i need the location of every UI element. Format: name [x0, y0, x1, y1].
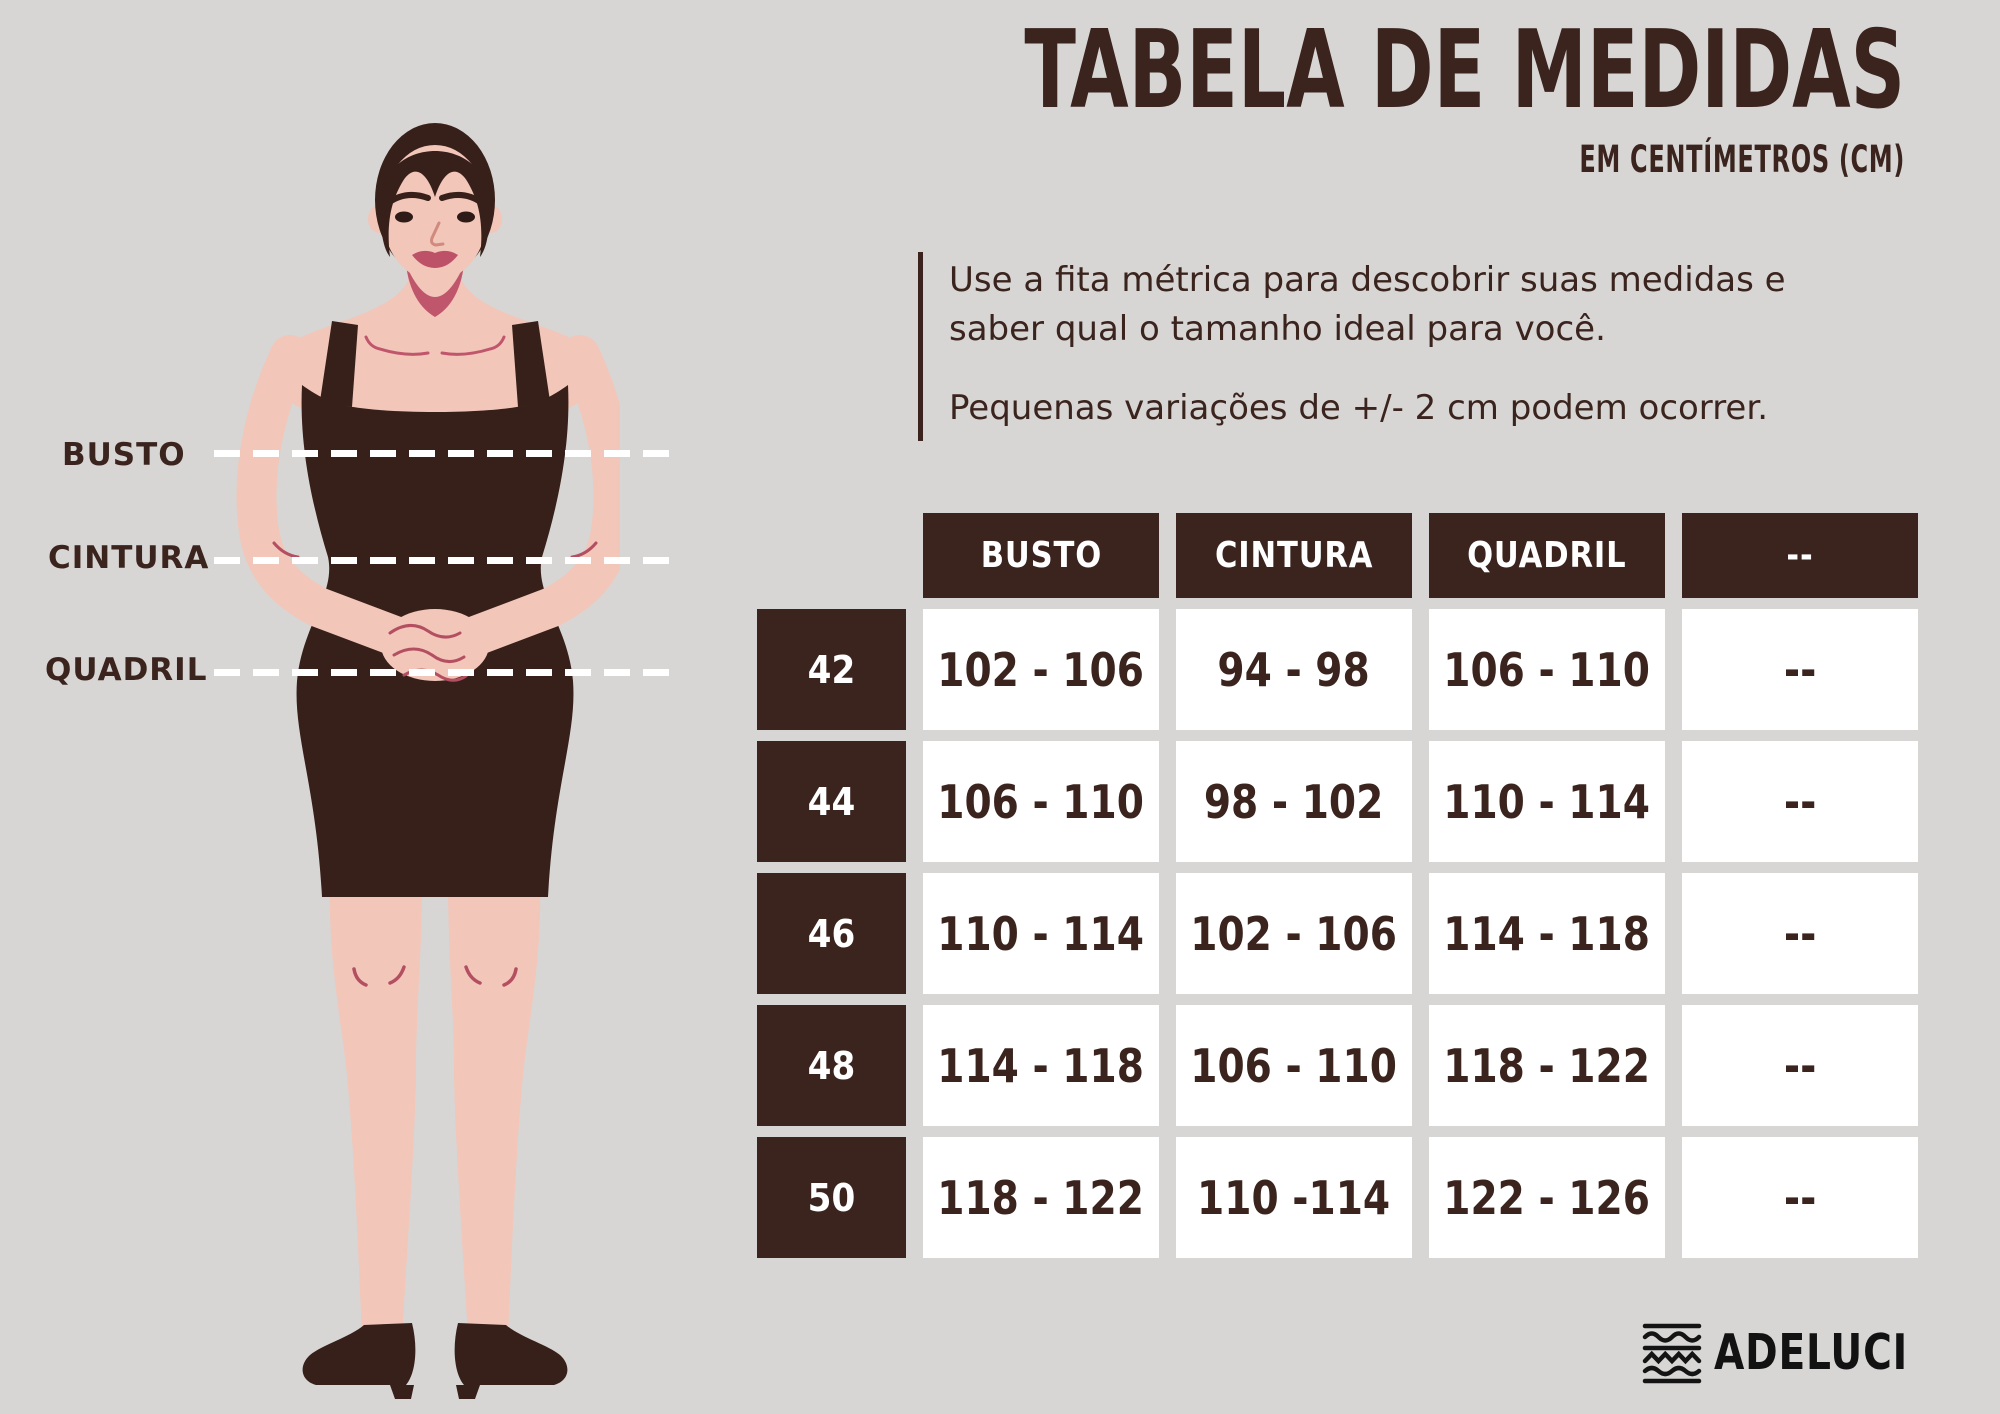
size-cell-48: 48 [757, 1005, 906, 1126]
cell-44-extra: -- [1682, 741, 1918, 862]
size-cell-42: 42 [757, 609, 906, 730]
cell-44-cintura: 98 - 102 [1176, 741, 1412, 862]
page-subtitle: EM CENTÍMETROS (CM) [1579, 138, 1905, 181]
cell-48-quadril: 118 - 122 [1429, 1005, 1665, 1126]
busto-label: BUSTO [62, 437, 186, 473]
cell-48-cintura: 106 - 110 [1176, 1005, 1412, 1126]
size-cell-44: 44 [757, 741, 906, 862]
intro-paragraph-1: Use a fita métrica para descobrir suas m… [949, 256, 1786, 354]
quadril-label: QUADRIL [45, 652, 208, 688]
size-table: BUSTO CINTURA QUADRIL -- 42 102 - 106 94… [757, 513, 1918, 1258]
brand-logo: ADELUCI [1642, 1322, 1957, 1384]
fabric-lines-icon [1642, 1323, 1702, 1384]
column-header-quadril: QUADRIL [1429, 513, 1665, 598]
intro-text: Use a fita métrica para descobrir suas m… [918, 252, 1786, 441]
cell-50-quadril: 122 - 126 [1429, 1137, 1665, 1258]
table-corner-cell [757, 513, 906, 598]
column-header-busto: BUSTO [923, 513, 1159, 598]
woman-illustration [236, 123, 620, 1399]
quadril-dash-line [214, 669, 680, 676]
cell-48-busto: 114 - 118 [923, 1005, 1159, 1126]
intro-line-1: Use a fita métrica para descobrir suas m… [949, 260, 1786, 300]
column-header-cintura: CINTURA [1176, 513, 1412, 598]
cell-46-busto: 110 - 114 [923, 873, 1159, 994]
intro-line-2: saber qual o tamanho ideal para você. [949, 309, 1606, 349]
size-cell-46: 46 [757, 873, 906, 994]
cell-50-busto: 118 - 122 [923, 1137, 1159, 1258]
cell-46-quadril: 114 - 118 [1429, 873, 1665, 994]
cintura-label: CINTURA [48, 540, 210, 576]
cell-44-busto: 106 - 110 [923, 741, 1159, 862]
cell-50-extra: -- [1682, 1137, 1918, 1258]
page-title: TABELA DE MEDIDAS [1024, 8, 1905, 133]
cell-42-extra: -- [1682, 609, 1918, 730]
column-header-extra: -- [1682, 513, 1918, 598]
brand-name: ADELUCI [1714, 1324, 1909, 1381]
cell-42-cintura: 94 - 98 [1176, 609, 1412, 730]
cell-46-extra: -- [1682, 873, 1918, 994]
cintura-dash-line [214, 557, 680, 564]
busto-dash-line [214, 450, 680, 457]
cell-42-quadril: 106 - 110 [1429, 609, 1665, 730]
cell-48-extra: -- [1682, 1005, 1918, 1126]
cell-42-busto: 102 - 106 [923, 609, 1159, 730]
cell-44-quadril: 110 - 114 [1429, 741, 1665, 862]
intro-paragraph-2: Pequenas variações de +/- 2 cm podem oco… [949, 388, 1769, 428]
size-cell-50: 50 [757, 1137, 906, 1258]
cell-46-cintura: 102 - 106 [1176, 873, 1412, 994]
cell-50-cintura: 110 -114 [1176, 1137, 1412, 1258]
